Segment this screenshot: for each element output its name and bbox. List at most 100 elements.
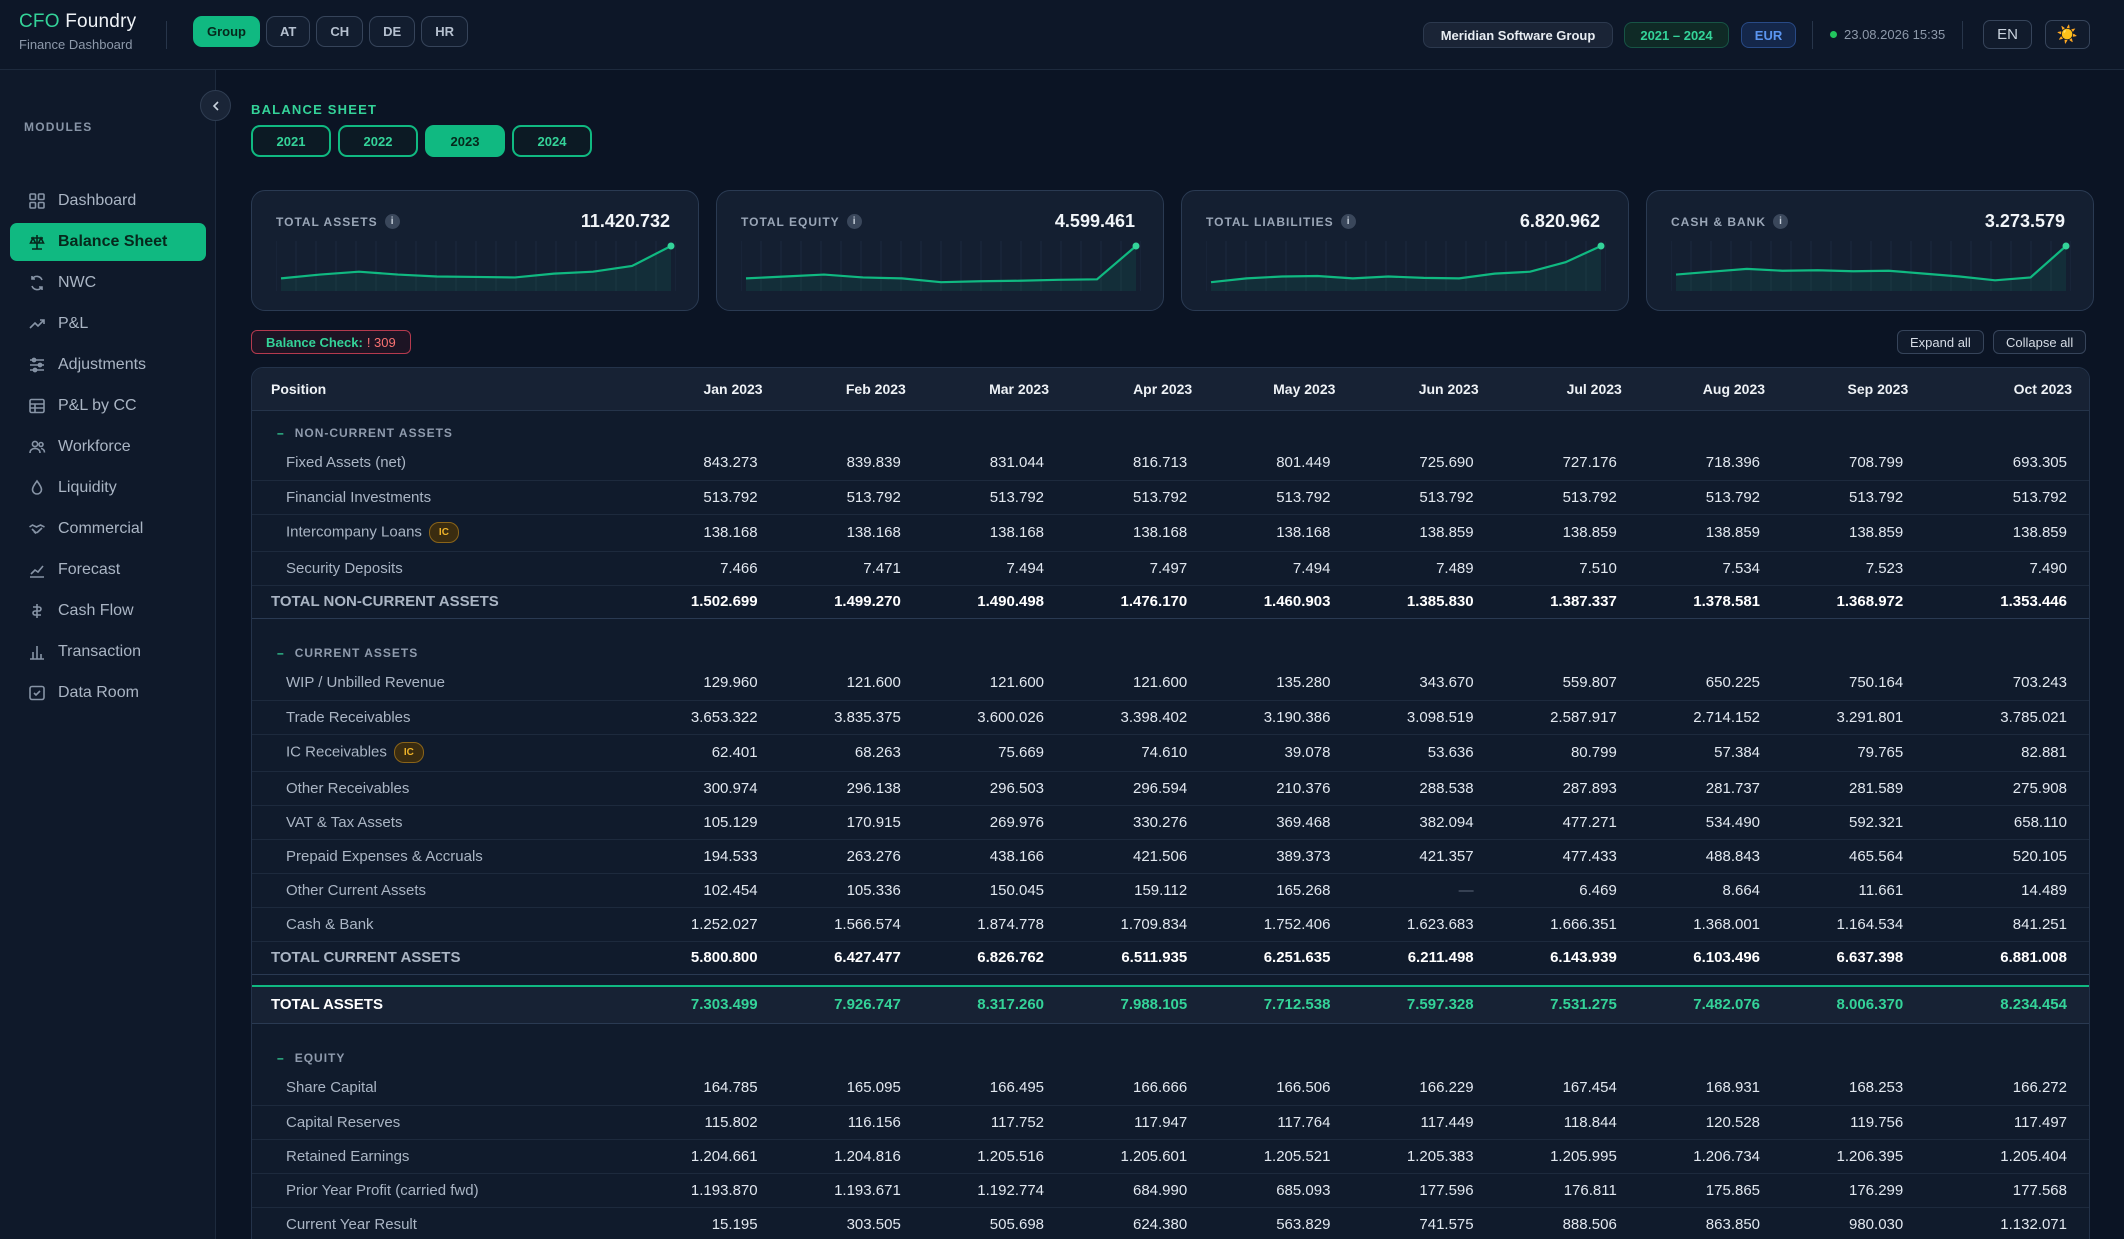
currency-badge[interactable]: EUR bbox=[1741, 22, 1796, 48]
total-cell: 6.881.008 bbox=[1925, 941, 2089, 975]
column-header-month[interactable]: Sep 2023 bbox=[1782, 368, 1926, 411]
sidebar-item-cash-flow[interactable]: Cash Flow bbox=[10, 592, 206, 630]
section-header[interactable]: – EQUITY bbox=[252, 1035, 2089, 1071]
table-cell: 708.799 bbox=[1782, 446, 1926, 481]
expand-all-button[interactable]: Expand all bbox=[1897, 330, 1984, 354]
table-row[interactable]: Other Current Assets 102.454 105.336 150.04… bbox=[252, 873, 2089, 908]
sidebar-item-dashboard[interactable]: Dashboard bbox=[10, 182, 206, 220]
sidebar-item-label: Forecast bbox=[58, 561, 121, 578]
column-header-month[interactable]: Jan 2023 bbox=[636, 368, 780, 411]
column-header-month[interactable]: Mar 2023 bbox=[922, 368, 1067, 411]
table-cell: 138.859 bbox=[1495, 514, 1639, 552]
period-range-badge[interactable]: 2021 – 2024 bbox=[1624, 22, 1729, 48]
kpi-card-cash-and-bank[interactable]: CASH & BANK i 3.273.579 bbox=[1646, 190, 2094, 311]
sidebar-item-adjustments[interactable]: Adjustments bbox=[10, 346, 206, 384]
brand[interactable]: CFO Foundry Finance Dashboard bbox=[19, 11, 136, 52]
table-cell: 165.268 bbox=[1209, 873, 1353, 908]
year-tab-2022[interactable]: 2022 bbox=[338, 125, 418, 157]
sidebar-item-workforce[interactable]: Workforce bbox=[10, 428, 206, 466]
section-header-row[interactable]: – EQUITY bbox=[252, 1035, 2089, 1071]
kpi-card-total-liabilities[interactable]: TOTAL LIABILITIES i 6.820.962 bbox=[1181, 190, 1629, 311]
section-header-row[interactable]: – NON-CURRENT ASSETS bbox=[252, 410, 2089, 446]
table-cell: 750.164 bbox=[1782, 666, 1926, 701]
table-row[interactable]: Fixed Assets (net) 843.273 839.839 831.044 8… bbox=[252, 446, 2089, 481]
language-button[interactable]: EN bbox=[1983, 20, 2032, 49]
header-divider bbox=[1962, 21, 1963, 49]
year-tab-2023[interactable]: 2023 bbox=[425, 125, 505, 157]
kpi-card-total-assets[interactable]: TOTAL ASSETS i 11.420.732 bbox=[251, 190, 699, 311]
collapse-sidebar-button[interactable] bbox=[200, 90, 231, 121]
column-header-month[interactable]: Feb 2023 bbox=[779, 368, 923, 411]
entity-tab-de[interactable]: DE bbox=[369, 16, 416, 47]
table-row[interactable]: Other Receivables 300.974 296.138 296.503 29… bbox=[252, 771, 2089, 806]
table-row[interactable]: Current Year Result 15.195 303.505 505.698 6… bbox=[252, 1207, 2089, 1239]
collapse-all-button[interactable]: Collapse all bbox=[1993, 330, 2087, 354]
table-row[interactable]: Prepaid Expenses & Accruals 194.533 263.27… bbox=[252, 839, 2089, 874]
table-cell: 159.112 bbox=[1066, 873, 1210, 908]
year-tab-2024[interactable]: 2024 bbox=[512, 125, 592, 157]
entity-tab-hr[interactable]: HR bbox=[421, 16, 468, 47]
table-row[interactable]: Intercompany Loans IC 138.168 138.168 138.16… bbox=[252, 514, 2089, 552]
entity-tab-at[interactable]: AT bbox=[266, 16, 311, 47]
column-header-month[interactable]: Aug 2023 bbox=[1638, 368, 1783, 411]
collapse-section-icon[interactable]: – bbox=[277, 646, 285, 660]
column-header-month[interactable]: May 2023 bbox=[1209, 368, 1353, 411]
sidebar-item-nwc[interactable]: NWC bbox=[10, 264, 206, 302]
sidebar-item-transaction[interactable]: Transaction bbox=[10, 633, 206, 671]
company-selector[interactable]: Meridian Software Group bbox=[1423, 22, 1613, 48]
table-row[interactable]: Retained Earnings 1.204.661 1.204.816 1.205… bbox=[252, 1139, 2089, 1174]
info-icon[interactable]: i bbox=[1773, 214, 1788, 229]
balance-check-badge[interactable]: Balance Check: ! 309 bbox=[251, 330, 411, 354]
table-row[interactable]: Prior Year Profit (carried fwd) 1.193.870… bbox=[252, 1173, 2089, 1208]
sidebar-item-data-room[interactable]: Data Room bbox=[10, 674, 206, 712]
table-row[interactable]: Financial Investments 513.792 513.792 513.7… bbox=[252, 480, 2089, 515]
sidebar-item-liquidity[interactable]: Liquidity bbox=[10, 469, 206, 507]
row-label-text: Fixed Assets (net) bbox=[286, 454, 407, 472]
sidebar-item-balance-sheet[interactable]: Balance Sheet bbox=[10, 223, 206, 261]
table-row[interactable]: Share Capital 164.785 165.095 166.495 166.66… bbox=[252, 1071, 2089, 1106]
collapse-section-icon[interactable]: – bbox=[277, 426, 285, 441]
table-cell: 513.792 bbox=[1925, 480, 2089, 515]
table-row[interactable]: WIP / Unbilled Revenue 129.960 121.600 121.… bbox=[252, 666, 2089, 701]
total-cell: 7.926.747 bbox=[779, 985, 923, 1024]
column-header-month[interactable]: Jun 2023 bbox=[1352, 368, 1496, 411]
table-row[interactable]: Capital Reserves 115.802 116.156 117.752 117… bbox=[252, 1105, 2089, 1140]
column-header-position[interactable]: Position bbox=[252, 368, 637, 411]
sidebar-item-label: P&L bbox=[58, 315, 89, 332]
kpi-label: TOTAL ASSETS i bbox=[276, 214, 400, 229]
column-header-month[interactable]: Jul 2023 bbox=[1495, 368, 1639, 411]
table-cell: 165.095 bbox=[779, 1071, 923, 1106]
year-tabs: 2021 2022 2023 2024 bbox=[251, 125, 592, 157]
sidebar-item-commercial[interactable]: Commercial bbox=[10, 510, 206, 548]
section-header-row[interactable]: – CURRENT ASSETS bbox=[252, 630, 2089, 666]
section-header[interactable]: – CURRENT ASSETS bbox=[252, 630, 2089, 666]
column-header-month[interactable]: Apr 2023 bbox=[1066, 368, 1210, 411]
sidebar-item-label: Commercial bbox=[58, 520, 144, 537]
table-row[interactable]: IC Receivables IC 62.401 68.263 75.669 74.610… bbox=[252, 734, 2089, 772]
table-cell: 121.600 bbox=[1066, 666, 1210, 701]
table-cell: 592.321 bbox=[1782, 805, 1926, 840]
kpi-card-total-equity[interactable]: TOTAL EQUITY i 4.599.461 bbox=[716, 190, 1164, 311]
sidebar-item-forecast[interactable]: Forecast bbox=[10, 551, 206, 589]
table-cell: 263.276 bbox=[779, 839, 923, 874]
table-row[interactable]: Cash & Bank 1.252.027 1.566.574 1.874.778 1.… bbox=[252, 907, 2089, 942]
entity-tab-group[interactable]: Group bbox=[193, 16, 260, 47]
sidebar-item-pnl-by-cc[interactable]: P&L by CC bbox=[10, 387, 206, 425]
info-icon[interactable]: i bbox=[1340, 214, 1356, 229]
theme-toggle-button[interactable]: ☀️ bbox=[2045, 20, 2090, 49]
table-row[interactable]: Trade Receivables 3.653.322 3.835.375 3.600… bbox=[252, 700, 2089, 735]
table-cell: 841.251 bbox=[1925, 907, 2089, 942]
info-icon[interactable]: i bbox=[846, 214, 862, 229]
section-header[interactable]: – NON-CURRENT ASSETS bbox=[252, 410, 2089, 446]
column-header-month[interactable]: Oct 2023 bbox=[1925, 368, 2089, 411]
table-row[interactable]: Security Deposits 7.466 7.471 7.494 7.497 7.4… bbox=[252, 551, 2089, 586]
year-tab-2021[interactable]: 2021 bbox=[251, 125, 331, 157]
table-cell: 520.105 bbox=[1925, 839, 2089, 874]
table-row[interactable]: VAT & Tax Assets 105.129 170.915 269.976 330… bbox=[252, 805, 2089, 840]
sidebar-item-pnl[interactable]: P&L bbox=[10, 305, 206, 343]
table-cell: 74.610 bbox=[1066, 734, 1210, 772]
entity-tab-ch[interactable]: CH bbox=[316, 16, 364, 47]
info-icon[interactable]: i bbox=[384, 214, 400, 229]
sidebar-item-label: Adjustments bbox=[58, 356, 147, 373]
collapse-section-icon[interactable]: – bbox=[277, 1051, 285, 1065]
